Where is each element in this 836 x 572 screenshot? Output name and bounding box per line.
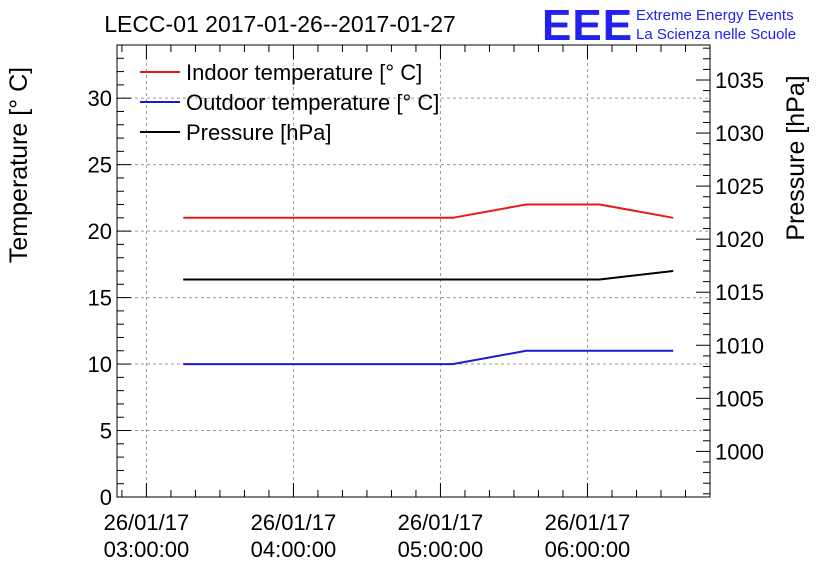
eee-logo: EEE Extreme Energy Events La Scienza nel… xyxy=(542,1,796,50)
legend: Indoor temperature [° C] Outdoor tempera… xyxy=(140,60,439,145)
y-tick-label: 30 xyxy=(88,86,112,111)
y2-tick-label: 1025 xyxy=(715,174,764,199)
x-tick-label-date: 26/01/17 xyxy=(398,510,484,535)
legend-label-outdoor: Outdoor temperature [° C] xyxy=(186,90,439,115)
x-tick-label-date: 26/01/17 xyxy=(104,510,190,535)
chart-title: LECC-01 2017-01-26--2017-01-27 xyxy=(104,11,456,37)
y2-tick-label: 1005 xyxy=(715,386,764,411)
y-tick-label: 0 xyxy=(100,485,112,510)
series-line-pressure xyxy=(183,270,674,281)
y2-tick-label: 1015 xyxy=(715,280,764,305)
y2-tick-label: 1030 xyxy=(715,121,764,146)
y2-tick-label: 1035 xyxy=(715,68,764,93)
axes: 0510152025301000100510101015102010251030… xyxy=(88,44,764,562)
logo-line-1: Extreme Energy Events xyxy=(636,7,794,24)
y-tick-label: 10 xyxy=(88,352,112,377)
x-tick-label-date: 26/01/17 xyxy=(545,510,631,535)
y2-tick-label: 1000 xyxy=(715,439,764,464)
y-tick-label: 15 xyxy=(88,286,112,311)
y-tick-label: 25 xyxy=(88,153,112,178)
series-line-indoor xyxy=(183,203,674,219)
y-axis-label: Temperature [° C] xyxy=(5,67,33,263)
y-tick-label: 5 xyxy=(100,419,112,444)
legend-label-pressure: Pressure [hPa] xyxy=(186,120,332,145)
x-tick-label-time: 04:00:00 xyxy=(251,537,337,562)
x-tick-label-time: 03:00:00 xyxy=(104,537,190,562)
x-tick-label-time: 05:00:00 xyxy=(398,537,484,562)
x-tick-label-date: 26/01/17 xyxy=(251,510,337,535)
logo-line-2: La Scienza nelle Scuole xyxy=(636,26,796,43)
legend-label-indoor: Indoor temperature [° C] xyxy=(186,60,422,85)
logo-mark: EEE xyxy=(542,1,633,50)
y2-tick-label: 1020 xyxy=(715,227,764,252)
series-line-outdoor xyxy=(183,349,674,366)
y2-axis-label: Pressure [hPa] xyxy=(782,75,810,240)
series-layer xyxy=(183,203,674,366)
y2-tick-label: 1010 xyxy=(715,333,764,358)
y-tick-label: 20 xyxy=(88,219,112,244)
x-tick-label-time: 06:00:00 xyxy=(545,537,631,562)
